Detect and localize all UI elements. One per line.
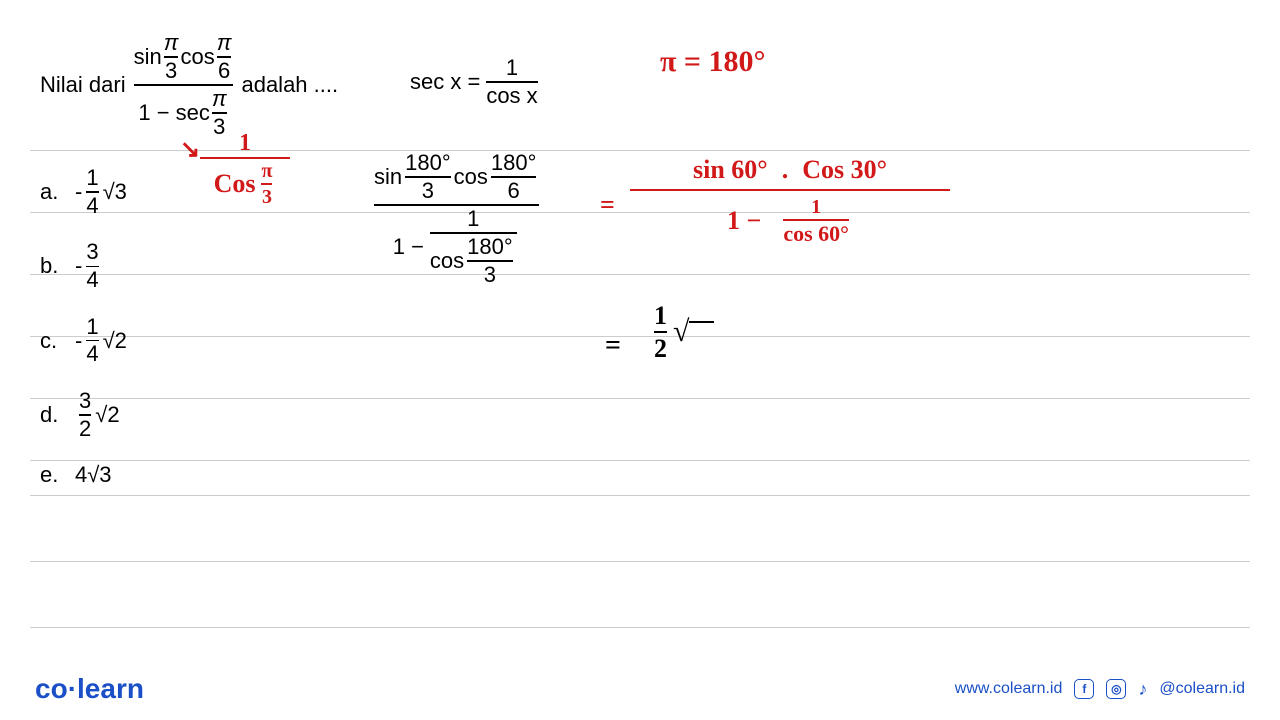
secant-identity: sec x = 1 cos x bbox=[410, 55, 542, 109]
options-list: a. - 1 4 √3 b. - 3 4 c. - 1 4 bbox=[40, 165, 127, 508]
equals-sign-2: = bbox=[605, 330, 621, 362]
working-step-1: sin 180° 3 cos 180° 6 1 − 1 bbox=[370, 150, 543, 288]
equals-sign-1: = bbox=[600, 190, 615, 220]
logo: co·learn bbox=[35, 673, 144, 705]
rule-line bbox=[30, 398, 1250, 399]
option-e: e. 4√3 bbox=[40, 462, 127, 488]
rule-line bbox=[30, 274, 1250, 275]
pi-equals-180: π = 180° bbox=[660, 45, 766, 79]
rule-line bbox=[30, 495, 1250, 496]
main-frac-num: sin π 3 cos π 6 bbox=[134, 30, 234, 84]
footer-right: www.colearn.id f ◎ ♪ @colearn.id bbox=[955, 679, 1245, 700]
red-fraction-1-over-cos: 1 Cos π 3 bbox=[200, 130, 290, 209]
question-text: Nilai dari sin π 3 cos π 6 1 − sec bbox=[40, 30, 338, 140]
option-c: c. - 1 4 √2 bbox=[40, 314, 127, 368]
footer-url: www.colearn.id bbox=[955, 680, 1063, 698]
tiktok-icon: ♪ bbox=[1138, 679, 1147, 700]
rule-line bbox=[30, 460, 1250, 461]
page: Nilai dari sin π 3 cos π 6 1 − sec bbox=[0, 0, 1280, 720]
instagram-icon: ◎ bbox=[1106, 679, 1126, 699]
red-arrow: ↘ bbox=[180, 135, 200, 164]
option-a: a. - 1 4 √3 bbox=[40, 165, 127, 219]
footer: co·learn www.colearn.id f ◎ ♪ @colearn.i… bbox=[0, 673, 1280, 705]
option-d: d. 3 2 √2 bbox=[40, 388, 127, 442]
main-fraction: sin π 3 cos π 6 1 − sec π bbox=[134, 30, 234, 140]
question-prefix: Nilai dari bbox=[40, 72, 126, 98]
rule-line bbox=[30, 627, 1250, 628]
half-root: 1 2 √ bbox=[650, 300, 714, 364]
rule-line bbox=[30, 336, 1250, 337]
facebook-icon: f bbox=[1074, 679, 1094, 699]
red-working-fraction: sin 60° . Cos 30° 1 − 1 cos 60° bbox=[630, 155, 950, 247]
footer-handle: @colearn.id bbox=[1159, 680, 1245, 698]
option-b: b. - 3 4 bbox=[40, 239, 127, 293]
rule-line bbox=[30, 561, 1250, 562]
question-suffix: adalah .... bbox=[241, 72, 338, 98]
